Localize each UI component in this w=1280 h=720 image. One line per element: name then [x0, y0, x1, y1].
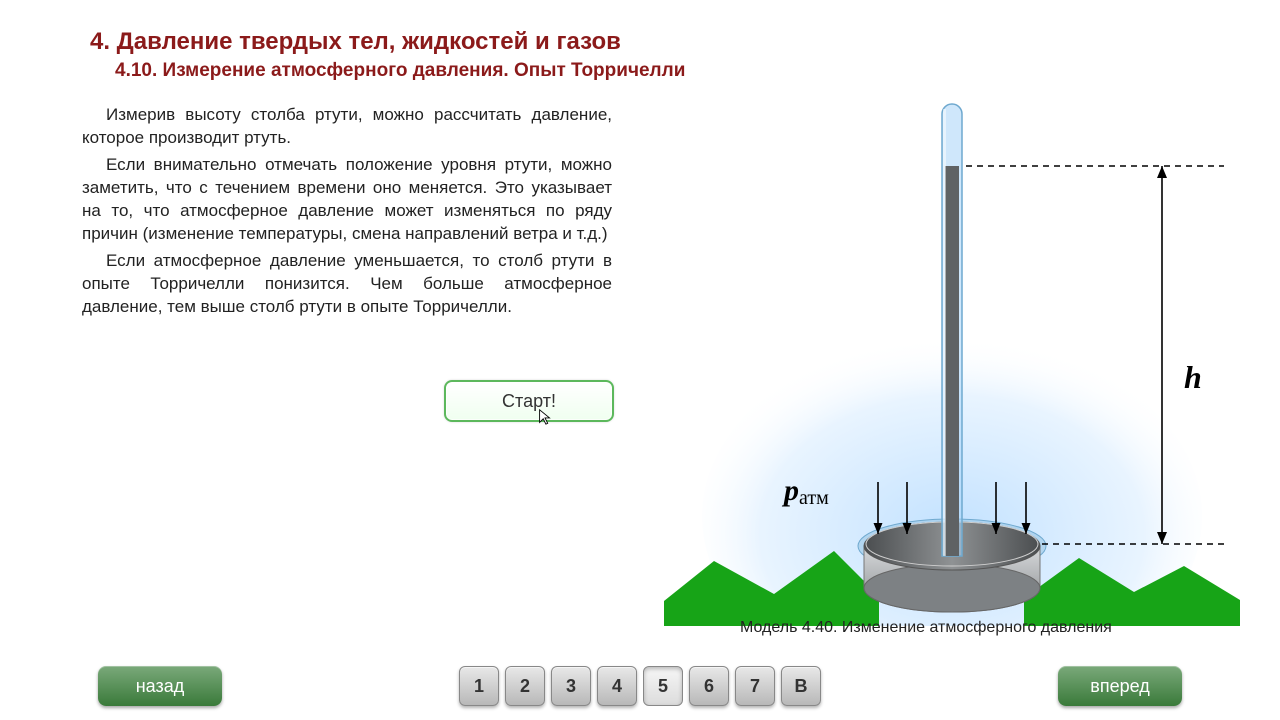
- torricelli-diagram: pатмh: [664, 86, 1240, 626]
- page-button-6[interactable]: 6: [689, 666, 729, 706]
- page-button-1[interactable]: 1: [459, 666, 499, 706]
- diagram-caption: Модель 4.40. Изменение атмосферного давл…: [740, 619, 1112, 637]
- pager: 1234567В: [459, 666, 821, 706]
- body-text: Измерив высоту столба ртути, можно рассч…: [82, 104, 612, 322]
- paragraph: Если атмосферное давление уменьшается, т…: [82, 250, 612, 319]
- nav-bar: назад 1234567В вперед: [0, 654, 1280, 720]
- start-button[interactable]: Старт!: [444, 380, 614, 422]
- paragraph: Если внимательно отмечать положение уров…: [82, 154, 612, 246]
- section-title: 4.10. Измерение атмосферного давления. О…: [115, 60, 685, 82]
- page-button-2[interactable]: 2: [505, 666, 545, 706]
- paragraph: Измерив высоту столба ртути, можно рассч…: [82, 104, 612, 150]
- chapter-title: 4. Давление твердых тел, жидкостей и газ…: [90, 28, 621, 56]
- nav-back-button[interactable]: назад: [98, 666, 222, 706]
- page-button-В[interactable]: В: [781, 666, 821, 706]
- page-button-3[interactable]: 3: [551, 666, 591, 706]
- page-button-5[interactable]: 5: [643, 666, 683, 706]
- nav-forward-button[interactable]: вперед: [1058, 666, 1182, 706]
- svg-text:h: h: [1184, 359, 1202, 395]
- page-button-4[interactable]: 4: [597, 666, 637, 706]
- page-button-7[interactable]: 7: [735, 666, 775, 706]
